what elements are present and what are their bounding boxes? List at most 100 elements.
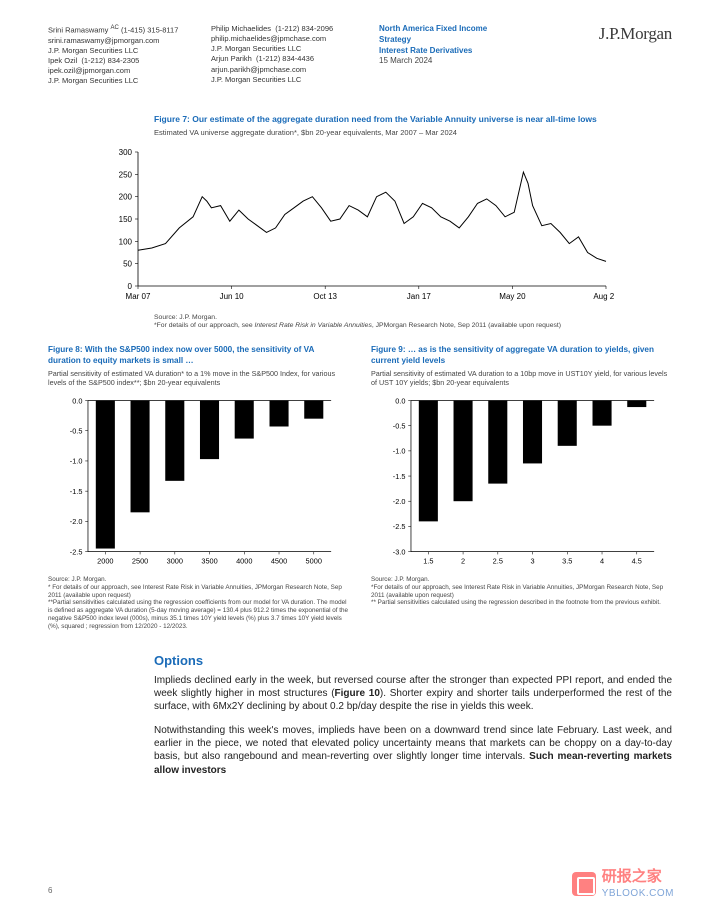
author-name: Srini Ramaswamy bbox=[48, 26, 108, 35]
page-number: 6 bbox=[48, 886, 52, 895]
author4-email: arjun.parikh@jpmchase.com bbox=[211, 65, 361, 75]
author4-phone: (1-212) 834-4436 bbox=[256, 54, 314, 63]
author-firm: J.P. Morgan Securities LLC bbox=[48, 46, 193, 56]
svg-text:3.5: 3.5 bbox=[562, 556, 572, 565]
svg-text:3: 3 bbox=[531, 556, 535, 565]
p1-figure-ref: Figure 10 bbox=[335, 688, 380, 699]
svg-text:-1.0: -1.0 bbox=[70, 456, 83, 465]
svg-text:-2.5: -2.5 bbox=[393, 522, 406, 531]
svg-text:3500: 3500 bbox=[201, 556, 217, 565]
svg-text:4500: 4500 bbox=[271, 556, 287, 565]
figure8-source2: * For details of our approach, see Inter… bbox=[48, 584, 342, 599]
svg-text:-3.0: -3.0 bbox=[393, 547, 406, 556]
author3-phone: (1-212) 834-2096 bbox=[275, 24, 333, 33]
jpmorgan-logo: J.P.Morgan bbox=[599, 24, 672, 44]
figure8-source3: **Partial sensitivities calculated using… bbox=[48, 599, 348, 630]
figure7-source: Source: J.P. Morgan. *For details of our… bbox=[154, 314, 672, 332]
figure8-source: Source: J.P. Morgan. * For details of ou… bbox=[48, 576, 349, 631]
svg-text:-0.5: -0.5 bbox=[70, 426, 83, 435]
strategy-line1: North America Fixed Income bbox=[379, 24, 487, 35]
options-heading: Options bbox=[154, 653, 672, 668]
svg-text:Jan 17: Jan 17 bbox=[407, 292, 432, 301]
figure7-title: Figure 7: Our estimate of the aggregate … bbox=[154, 114, 672, 125]
watermark-icon bbox=[572, 872, 596, 896]
figure7-subtitle: Estimated VA universe aggregate duration… bbox=[154, 128, 672, 138]
options-paragraph-2: Notwithstanding this week's moves, impli… bbox=[154, 724, 672, 777]
author-email: srini.ramaswamy@jpmorgan.com bbox=[48, 36, 193, 46]
svg-text:-1.0: -1.0 bbox=[393, 446, 406, 455]
watermark-text: 研报之家 YBLOOK.COM bbox=[602, 869, 674, 899]
svg-text:4.5: 4.5 bbox=[632, 556, 642, 565]
author-ac: AC bbox=[111, 25, 119, 31]
author2-firm: J.P. Morgan Securities LLC bbox=[48, 76, 193, 86]
svg-text:-2.0: -2.0 bbox=[393, 497, 406, 506]
author2-email: ipek.ozil@jpmorgan.com bbox=[48, 66, 193, 76]
figure7-source-line2a: *For details of our approach, see bbox=[154, 322, 255, 329]
author4-firm: J.P. Morgan Securities LLC bbox=[211, 75, 361, 85]
strategy-line2: Strategy bbox=[379, 35, 487, 46]
figure9-source3: ** Partial sensitivities calculated usin… bbox=[371, 599, 661, 606]
svg-text:3000: 3000 bbox=[167, 556, 183, 565]
figure9-subtitle: Partial sensitivity of estimated VA dura… bbox=[371, 369, 672, 387]
figure8-source1: Source: J.P. Morgan. bbox=[48, 576, 106, 583]
svg-text:100: 100 bbox=[119, 237, 133, 246]
svg-text:2.5: 2.5 bbox=[493, 556, 503, 565]
strategy-block: North America Fixed Income Strategy Inte… bbox=[379, 24, 487, 86]
svg-text:2000: 2000 bbox=[97, 556, 113, 565]
svg-text:May 20: May 20 bbox=[499, 292, 526, 301]
svg-text:-2.5: -2.5 bbox=[70, 547, 83, 556]
figure9-column: Figure 9: … as is the sensitivity of agg… bbox=[371, 345, 672, 631]
svg-text:-1.5: -1.5 bbox=[70, 487, 83, 496]
author3-email: philip.michaelides@jpmchase.com bbox=[211, 34, 361, 44]
svg-text:250: 250 bbox=[119, 170, 133, 179]
figure7-source-italic: Interest Rate Risk in Variable Annuities bbox=[255, 322, 372, 329]
svg-text:2500: 2500 bbox=[132, 556, 148, 565]
svg-text:5000: 5000 bbox=[306, 556, 322, 565]
svg-text:150: 150 bbox=[119, 215, 133, 224]
svg-text:0.0: 0.0 bbox=[395, 396, 405, 405]
strategy-date: 15 March 2024 bbox=[379, 56, 487, 67]
svg-text:300: 300 bbox=[119, 148, 133, 157]
strategy-line3: Interest Rate Derivatives bbox=[379, 46, 487, 57]
author3-firm: J.P. Morgan Securities LLC bbox=[211, 44, 361, 54]
figure9-source: Source: J.P. Morgan. *For details of our… bbox=[371, 576, 672, 607]
svg-text:-1.5: -1.5 bbox=[393, 472, 406, 481]
document-header: Srini Ramaswamy AC (1-415) 315-8117 srin… bbox=[0, 0, 702, 96]
page-content: Figure 7: Our estimate of the aggregate … bbox=[0, 114, 702, 777]
figure7-source-line2b: , JPMorgan Research Note, Sep 2011 (avai… bbox=[372, 322, 561, 329]
author-block-1: Srini Ramaswamy AC (1-415) 315-8117 srin… bbox=[48, 24, 193, 86]
svg-text:4: 4 bbox=[600, 556, 604, 565]
svg-text:0: 0 bbox=[128, 282, 133, 291]
figure9-chart: 0.0-0.5-1.0-1.5-2.0-2.5-3.01.522.533.544… bbox=[371, 395, 672, 570]
svg-text:-0.5: -0.5 bbox=[393, 421, 406, 430]
watermark-cn: 研报之家 bbox=[602, 869, 674, 884]
author-block-2: Philip Michaelides (1-212) 834-2096 phil… bbox=[211, 24, 361, 86]
figure8-subtitle: Partial sensitivity of estimated VA dura… bbox=[48, 369, 349, 387]
figure7-source-line1: Source: J.P. Morgan. bbox=[154, 314, 217, 321]
author-phone: (1-415) 315-8117 bbox=[121, 26, 178, 35]
svg-text:200: 200 bbox=[119, 192, 133, 201]
author2-name: Ipek Ozil bbox=[48, 56, 77, 65]
figure8-title: Figure 8: With the S&P500 index now over… bbox=[48, 345, 349, 366]
figure9-source1: Source: J.P. Morgan. bbox=[371, 576, 429, 583]
svg-text:4000: 4000 bbox=[236, 556, 252, 565]
figure9-source2: *For details of our approach, see Intere… bbox=[371, 584, 663, 599]
figure8-column: Figure 8: With the S&P500 index now over… bbox=[48, 345, 349, 631]
charts-row: Figure 8: With the S&P500 index now over… bbox=[48, 345, 672, 631]
svg-text:1.5: 1.5 bbox=[423, 556, 433, 565]
figure8-chart: 0.0 -0.5 -1.0 -1.5 -2.0 -2.5 2000 2500 3000 3500 4… bbox=[48, 395, 349, 570]
watermark-url: YBLOOK.COM bbox=[602, 888, 674, 899]
author2-phone: (1-212) 834-2305 bbox=[81, 56, 139, 65]
figure9-title: Figure 9: … as is the sensitivity of agg… bbox=[371, 345, 672, 366]
svg-text:Jun 10: Jun 10 bbox=[220, 292, 245, 301]
svg-text:Mar 07: Mar 07 bbox=[126, 292, 151, 301]
figure7-chart: 0 50 100 150 200 250 300 Mar 07 Jun 10 Oct 13 Jan … bbox=[104, 146, 614, 306]
author3-name: Philip Michaelides bbox=[211, 24, 271, 33]
svg-text:-2.0: -2.0 bbox=[70, 517, 83, 526]
svg-text:50: 50 bbox=[123, 259, 132, 268]
author4-name: Arjun Parikh bbox=[211, 54, 252, 63]
svg-text:Aug 23: Aug 23 bbox=[593, 292, 614, 301]
svg-text:Oct 13: Oct 13 bbox=[313, 292, 337, 301]
options-paragraph-1: Implieds declined early in the week, but… bbox=[154, 674, 672, 714]
svg-text:0.0: 0.0 bbox=[72, 396, 82, 405]
